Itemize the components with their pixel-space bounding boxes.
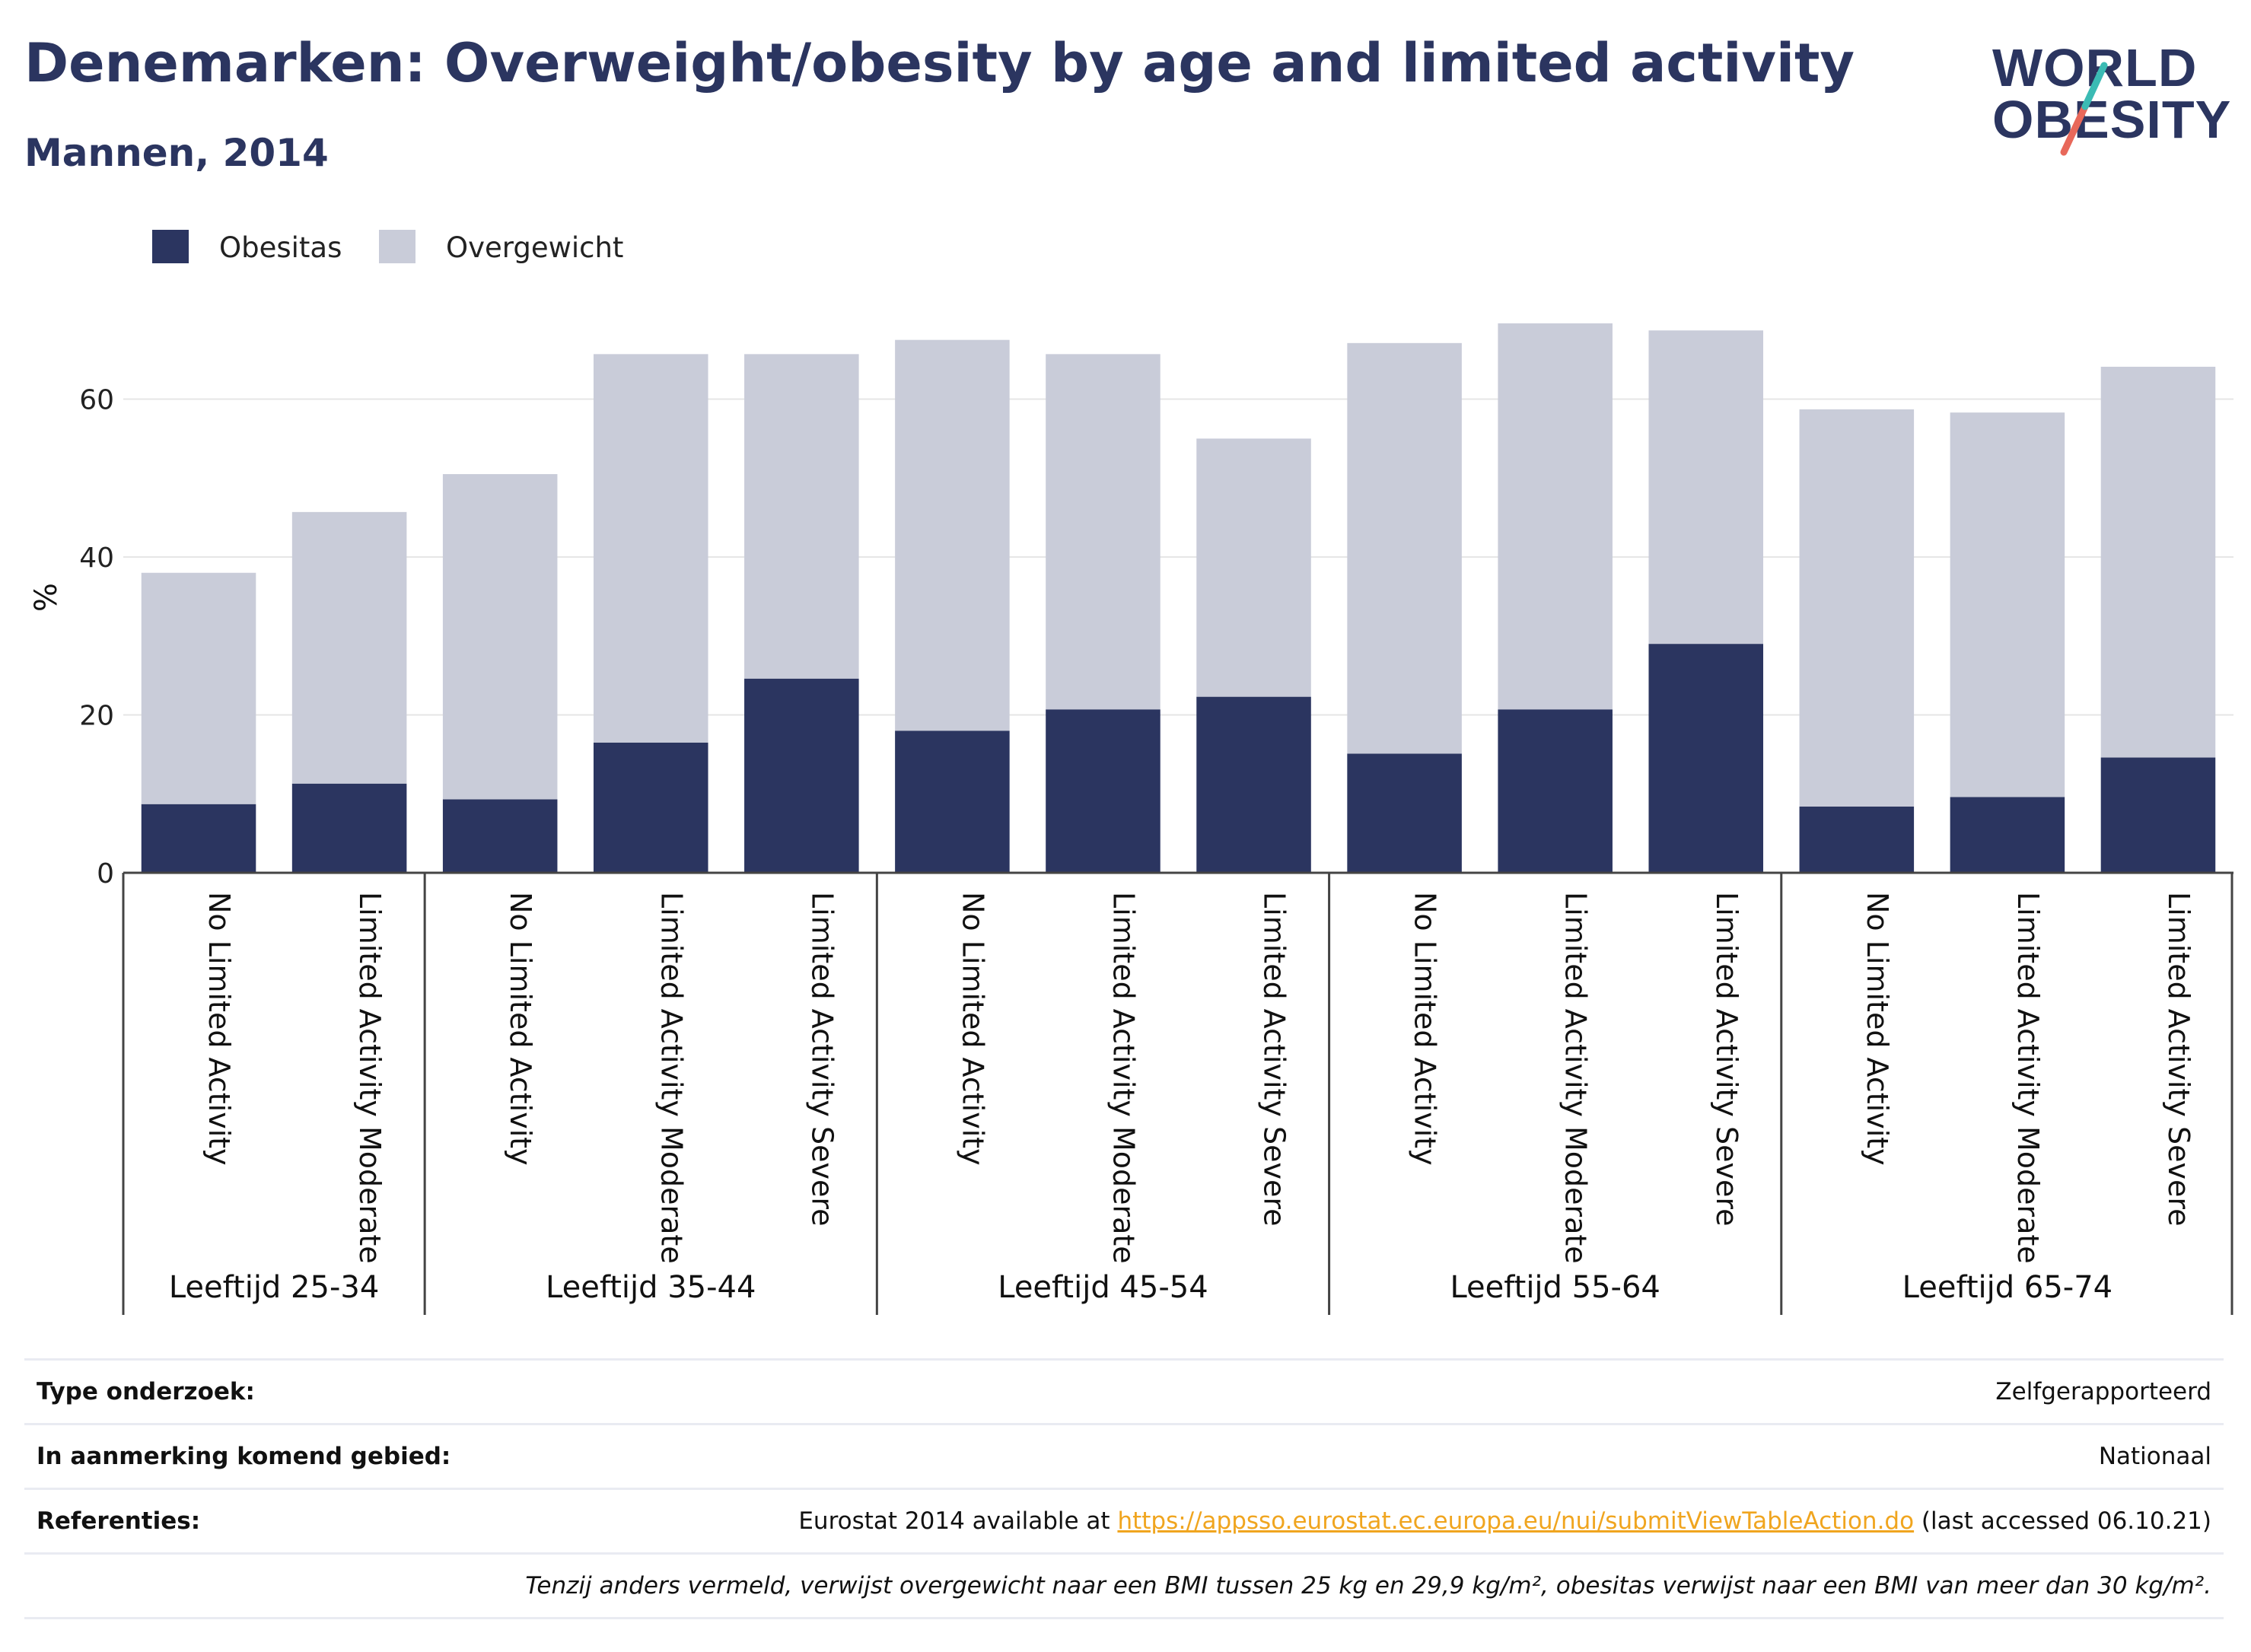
info-row-note: Tenzij anders vermeld, verwijst overgewi… [24, 1552, 2224, 1619]
bar-overgewicht [291, 511, 407, 784]
bar-overgewicht [2100, 366, 2216, 758]
x-group-label: Leeftijd 55-64 [1450, 1270, 1660, 1305]
x-group-label: Leeftijd 45-54 [998, 1270, 1208, 1305]
y-tick-label: 60 [79, 385, 114, 416]
x-category-label: Limited Activity Moderate [1106, 892, 1140, 1264]
bar-overgewicht [442, 474, 558, 800]
bar-obesitas [1799, 806, 1915, 873]
bar-obesitas [1046, 709, 1161, 873]
bar-overgewicht [593, 354, 708, 743]
x-group-label: Leeftijd 25-34 [169, 1270, 379, 1305]
x-group-label: Leeftijd 35-44 [546, 1270, 756, 1305]
info-row-references: Referenties: Eurostat 2014 available at … [24, 1488, 2224, 1552]
x-category-label: Limited Activity Severe [2162, 892, 2195, 1227]
stacked-bar-chart: Obesitas Overgewicht 0 20 40 60% No Limited Ac… [29, 230, 2233, 1315]
bar-overgewicht [1950, 412, 2065, 797]
references-prefix: Eurostat 2014 available at [798, 1507, 1118, 1535]
x-category-label: Limited Activity Severe [1258, 892, 1291, 1227]
bar-overgewicht [1498, 323, 1613, 710]
legend-label-obesitas: Obesitas [219, 231, 342, 264]
bar-overgewicht [141, 572, 256, 804]
x-category-label: Limited Activity Moderate [353, 892, 387, 1264]
x-category-label: Limited Activity Moderate [1559, 892, 1593, 1264]
bar-obesitas [442, 799, 558, 873]
bar-obesitas [141, 804, 256, 873]
area-label: In aanmerking komend gebied: [37, 1443, 451, 1470]
chart-title: Denemarken: Overweight/obesity by age an… [24, 32, 1855, 94]
bar-obesitas [1950, 797, 2065, 873]
info-row-area: In aanmerking komend gebied: Nationaal [24, 1423, 2224, 1488]
bar-obesitas [291, 783, 407, 873]
world-obesity-logo: WORLD OBESITY [1979, 30, 2230, 160]
references-suffix: (last accessed 06.10.21) [1914, 1507, 2211, 1535]
y-tick-label: 40 [79, 543, 114, 574]
x-category-label: Limited Activity Severe [805, 892, 839, 1227]
logo-line-2: OBESITY [1992, 90, 2232, 149]
bar-overgewicht [895, 339, 1010, 731]
legend-swatch-overgewicht [379, 230, 415, 263]
y-axis-label: % [29, 583, 64, 612]
references-value: Eurostat 2014 available at https://appss… [798, 1507, 2224, 1535]
bar-overgewicht [1648, 330, 1764, 645]
legend-label-overgewicht: Overgewicht [446, 231, 623, 264]
x-category-label: No Limited Activity [1861, 892, 1894, 1166]
logo-slash-icon [2060, 62, 2108, 156]
chart-subtitle: Mannen, 2014 [24, 131, 329, 175]
references-label: Referenties: [37, 1507, 201, 1535]
x-category-label: Limited Activity Moderate [2011, 892, 2045, 1264]
info-row-survey: Type onderzoek: Zelfgerapporteerd [24, 1358, 2224, 1423]
y-tick-label: 20 [79, 701, 114, 732]
references-link[interactable]: https://appsso.eurostat.ec.europa.eu/nui… [1117, 1507, 1915, 1535]
bar-overgewicht [1799, 409, 1915, 807]
bar-obesitas [1196, 696, 1311, 873]
bar-overgewicht [1196, 438, 1311, 697]
bar-obesitas [2100, 757, 2216, 873]
area-value: Nationaal [2098, 1443, 2211, 1470]
x-category-label: Limited Activity Severe [1710, 892, 1743, 1227]
info-table: Type onderzoek: Zelfgerapporteerd In aan… [24, 1358, 2224, 1619]
survey-value: Zelfgerapporteerd [1995, 1378, 2211, 1405]
bar-overgewicht [1046, 354, 1161, 710]
survey-label: Type onderzoek: [37, 1378, 255, 1405]
bar-obesitas [1498, 709, 1613, 873]
bar-obesitas [744, 678, 859, 873]
bar-obesitas [1347, 753, 1462, 873]
bar-overgewicht [1347, 342, 1462, 754]
definition-note: Tenzij anders vermeld, verwijst overgewi… [525, 1572, 2211, 1599]
x-category-label: No Limited Activity [1409, 892, 1442, 1166]
legend-swatch-obesitas [152, 230, 189, 263]
x-group-label: Leeftijd 65-74 [1902, 1270, 2113, 1305]
bar-obesitas [1648, 644, 1764, 873]
y-tick-label: 0 [97, 858, 114, 890]
bar-obesitas [593, 742, 708, 873]
x-category-label: No Limited Activity [956, 892, 989, 1166]
bar-obesitas [895, 731, 1010, 873]
x-category-label: Limited Activity Moderate [654, 892, 688, 1264]
x-category-label: No Limited Activity [202, 892, 236, 1166]
x-category-label: No Limited Activity [504, 892, 537, 1166]
bar-overgewicht [744, 354, 859, 679]
